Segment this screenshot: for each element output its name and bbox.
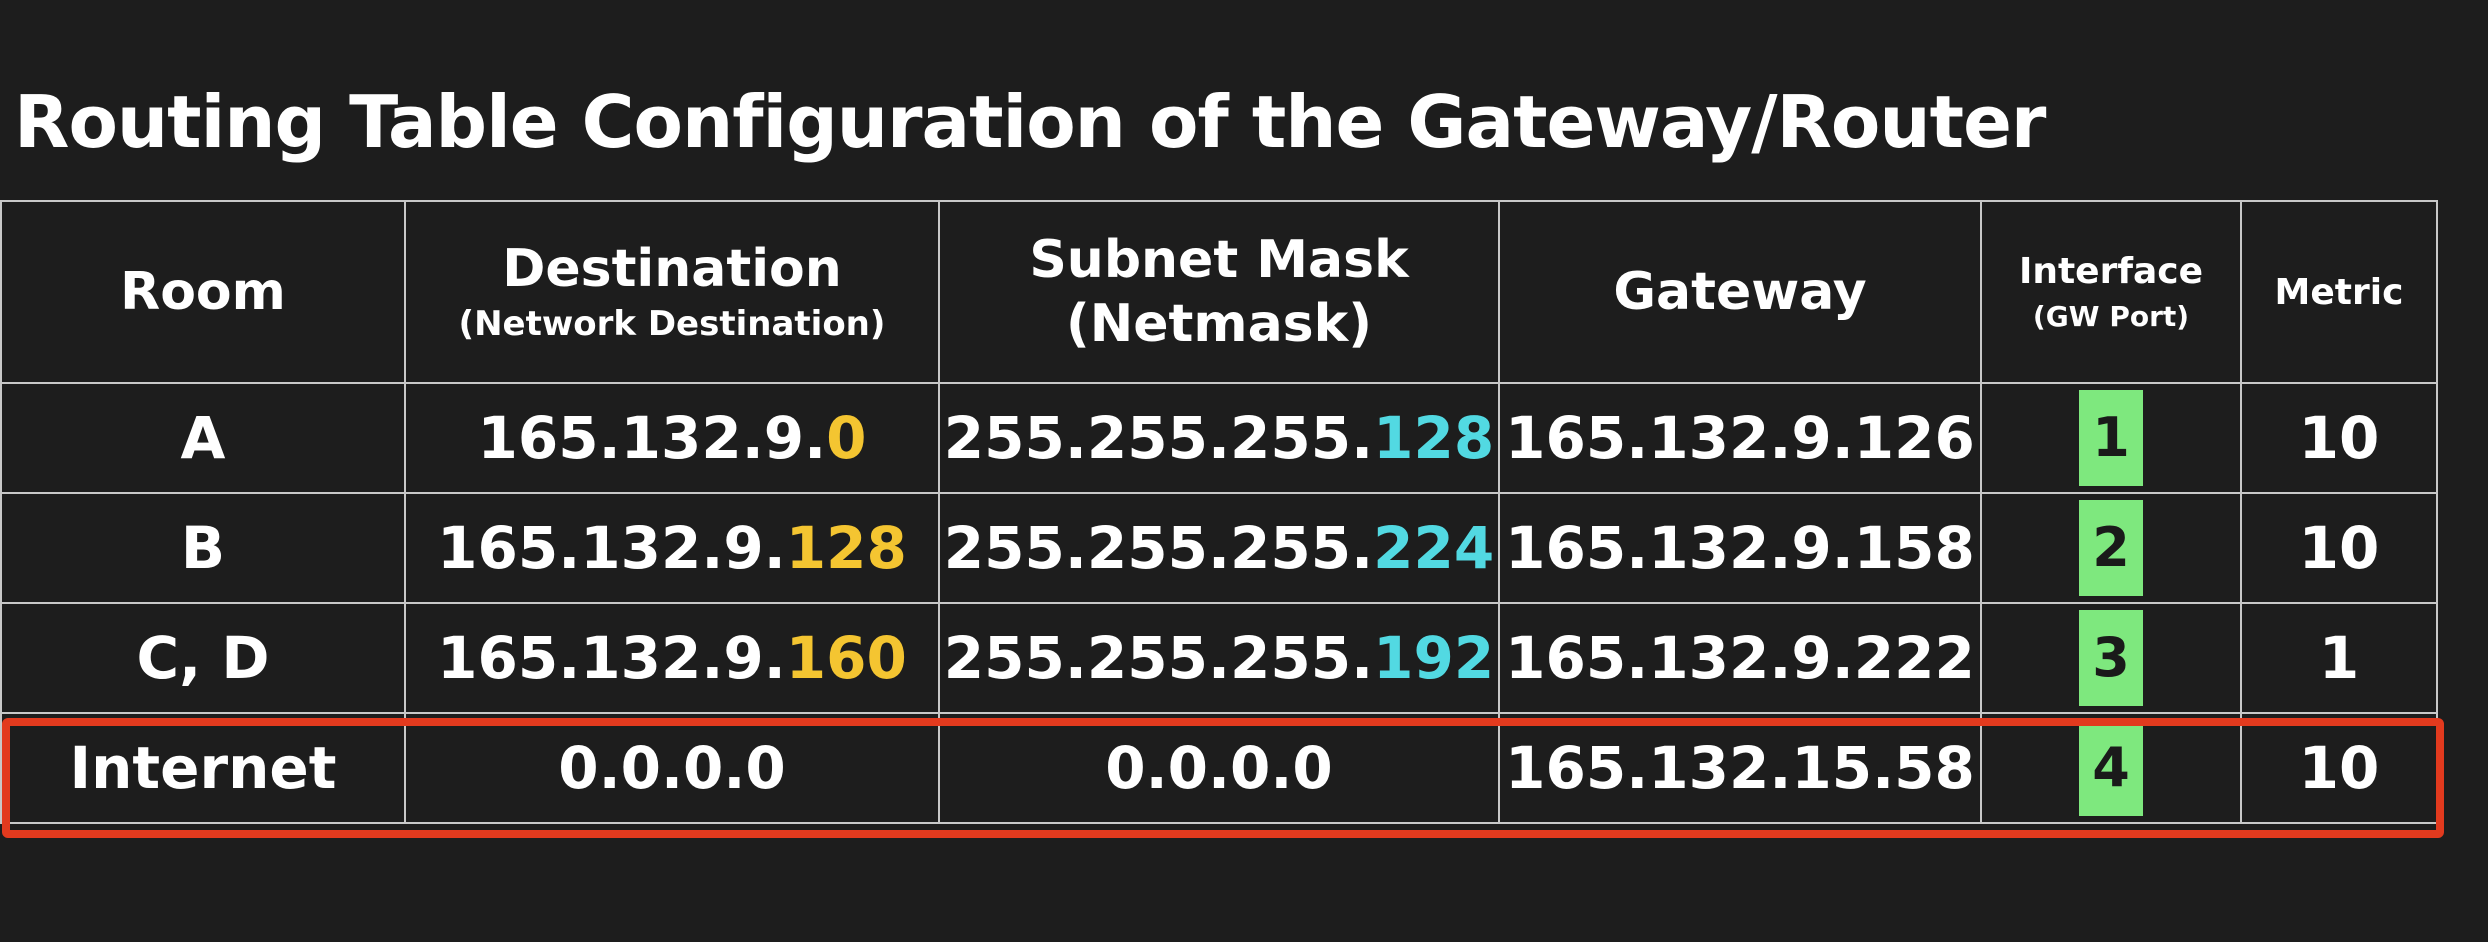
cell-interface: 1 <box>1980 382 2242 494</box>
cell-room: B <box>0 492 406 604</box>
table-row-room-b: B 165.132.9.128 255.255.255.224 165.132.… <box>0 492 2438 604</box>
header-destination-sub: (Network Destination) <box>458 304 886 344</box>
header-interface-main: Interface <box>2018 251 2204 292</box>
mask-last-octet: 224 <box>1373 514 1495 582</box>
mask-prefix: 0.0.0.0 <box>1105 734 1333 802</box>
cell-room: Internet <box>0 712 406 824</box>
mask-prefix: 255.255.255. <box>943 624 1374 692</box>
header-subnet-mask-main: Subnet Mask <box>1029 230 1409 290</box>
header-destination: Destination (Network Destination) <box>404 200 940 384</box>
header-room: Room <box>0 200 406 384</box>
cell-metric: 10 <box>2240 382 2438 494</box>
destination-host-octet: 160 <box>785 624 907 692</box>
cell-subnet-mask: 255.255.255.224 <box>938 492 1500 604</box>
mask-prefix: 255.255.255. <box>943 514 1374 582</box>
cell-gateway: 165.132.9.158 <box>1498 492 1982 604</box>
mask-last-octet: 128 <box>1373 404 1495 472</box>
cell-destination: 165.132.9.128 <box>404 492 940 604</box>
interface-port-badge: 1 <box>2079 390 2143 486</box>
cell-room: A <box>0 382 406 494</box>
routing-table: Room Destination (Network Destination) S… <box>0 200 2438 824</box>
cell-subnet-mask: 0.0.0.0 <box>938 712 1500 824</box>
table-row-room-a: A 165.132.9.0 255.255.255.128 165.132.9.… <box>0 382 2438 494</box>
interface-port-badge: 4 <box>2079 720 2143 816</box>
destination-prefix: 165.132.9. <box>437 514 786 582</box>
header-destination-main: Destination <box>502 239 842 299</box>
table-row-room-cd: C, D 165.132.9.160 255.255.255.192 165.1… <box>0 602 2438 714</box>
page-title: Routing Table Configuration of the Gatew… <box>14 80 2046 164</box>
cell-gateway: 165.132.9.126 <box>1498 382 1982 494</box>
header-subnet-mask: Subnet Mask (Netmask) <box>938 200 1500 384</box>
header-subnet-mask-sub: (Netmask) <box>1066 294 1372 354</box>
cell-metric: 10 <box>2240 712 2438 824</box>
table-row-internet: Internet 0.0.0.0 0.0.0.0 165.132.15.58 4… <box>0 712 2438 824</box>
destination-prefix: 0.0.0.0 <box>558 734 786 802</box>
table-header-row: Room Destination (Network Destination) S… <box>0 200 2438 384</box>
cell-metric: 1 <box>2240 602 2438 714</box>
header-metric: Metric <box>2240 200 2438 384</box>
cell-subnet-mask: 255.255.255.192 <box>938 602 1500 714</box>
cell-metric: 10 <box>2240 492 2438 604</box>
interface-port-badge: 2 <box>2079 500 2143 596</box>
header-interface-sub: (GW Port) <box>2032 300 2190 333</box>
cell-destination: 165.132.9.0 <box>404 382 940 494</box>
cell-gateway: 165.132.15.58 <box>1498 712 1982 824</box>
mask-prefix: 255.255.255. <box>943 404 1374 472</box>
cell-subnet-mask: 255.255.255.128 <box>938 382 1500 494</box>
mask-last-octet: 192 <box>1373 624 1495 692</box>
cell-interface: 3 <box>1980 602 2242 714</box>
cell-gateway: 165.132.9.222 <box>1498 602 1982 714</box>
interface-port-badge: 3 <box>2079 610 2143 706</box>
cell-interface: 4 <box>1980 712 2242 824</box>
cell-interface: 2 <box>1980 492 2242 604</box>
destination-host-octet: 0 <box>826 404 867 472</box>
header-interface: Interface (GW Port) <box>1980 200 2242 384</box>
destination-prefix: 165.132.9. <box>477 404 827 472</box>
header-gateway: Gateway <box>1498 200 1982 384</box>
destination-prefix: 165.132.9. <box>437 624 786 692</box>
cell-room: C, D <box>0 602 406 714</box>
destination-host-octet: 128 <box>785 514 907 582</box>
cell-destination: 165.132.9.160 <box>404 602 940 714</box>
cell-destination: 0.0.0.0 <box>404 712 940 824</box>
